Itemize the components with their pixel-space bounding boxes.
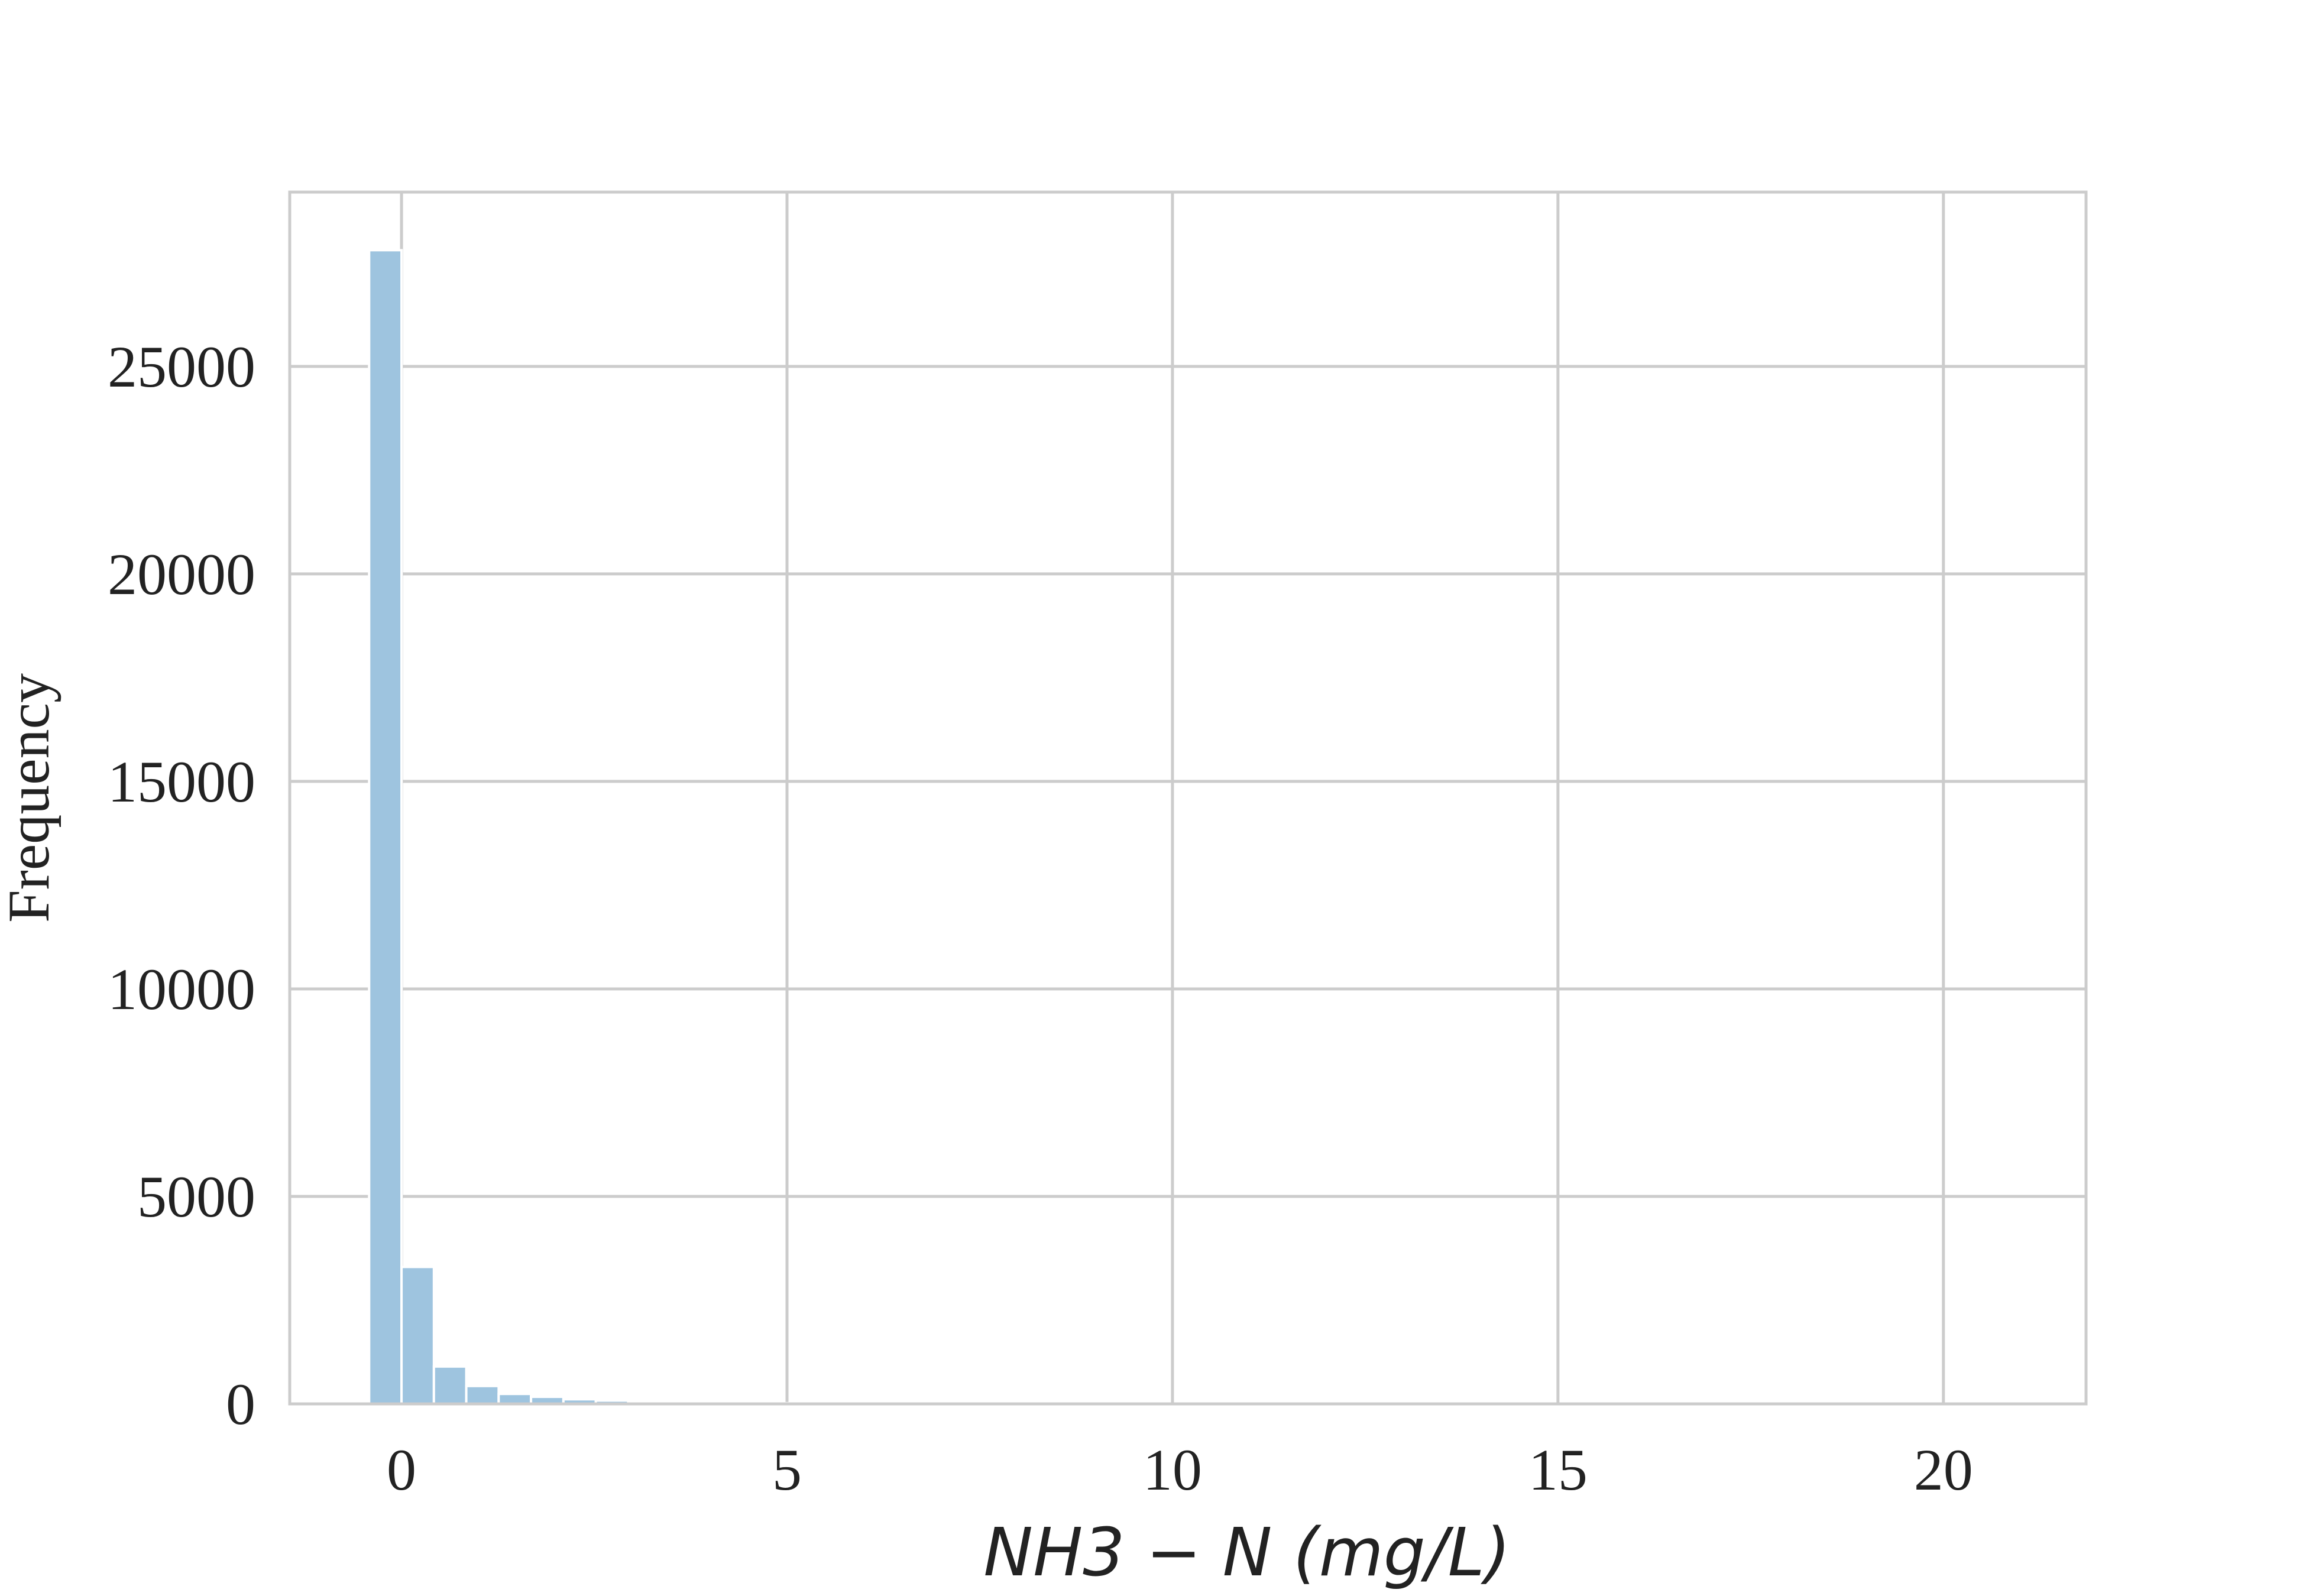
bar-layer [368,249,1018,1406]
histogram-bar [432,1365,468,1406]
y-tick-label: 0 [226,1371,255,1437]
x-tick-label: 0 [387,1437,416,1503]
plot-frame [288,190,2088,1406]
x-tick-label: 10 [1143,1437,1202,1503]
y-tick-label: 25000 [108,334,255,400]
x-axis-title: NH3 − N (mg/L) [983,1514,1510,1591]
y-tick-label: 10000 [108,956,255,1022]
y-tick-labels: 0 5000 10000 15000 20000 25000 [108,334,255,1437]
y-tick-label: 20000 [108,541,255,607]
y-axis-title: Frequency [0,673,61,923]
x-tick-labels: 0 5 10 15 20 [387,1437,1973,1503]
histogram-bar [497,1393,533,1405]
y-tick-label: 5000 [137,1164,255,1230]
y-tick-label: 15000 [108,749,255,815]
x-tick-label: 5 [772,1437,802,1503]
x-tick-label: 15 [1528,1437,1588,1503]
histogram-bar [400,1266,435,1406]
x-tick-label: 20 [1914,1437,1973,1503]
histogram-bar [465,1384,500,1405]
histogram-bar [368,249,403,1405]
grid-layer [290,192,2086,1406]
